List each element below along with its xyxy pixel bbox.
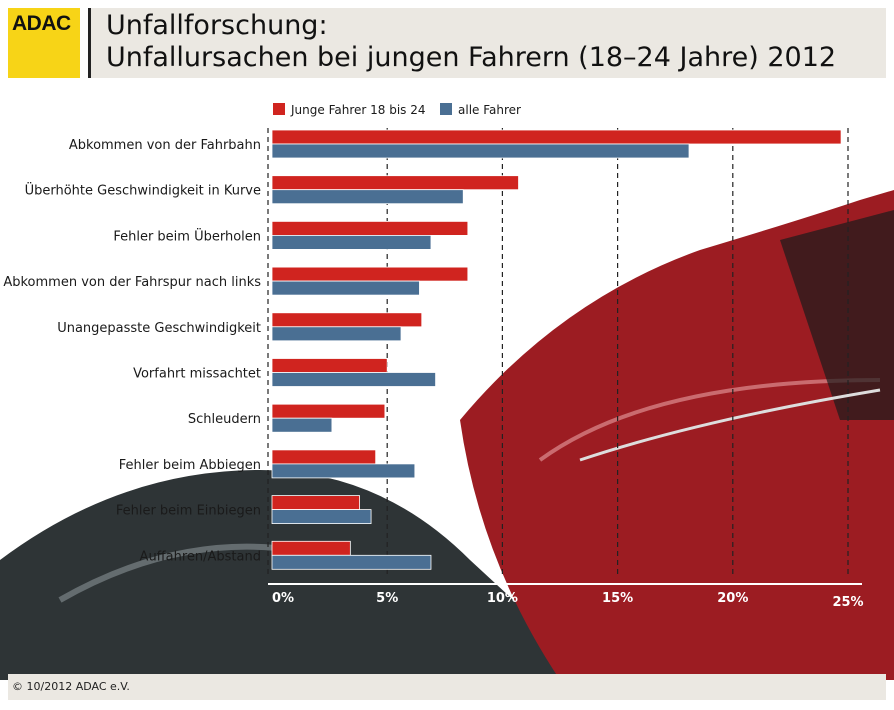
category-label: Fehler beim Einbiegen xyxy=(116,504,261,519)
bar-junge-fahrer xyxy=(271,220,469,236)
tick-label: 5% xyxy=(376,591,398,606)
legend-swatch xyxy=(273,103,285,115)
category-label: Unangepasste Geschwindigkeit xyxy=(57,321,261,336)
category-label: Schleudern xyxy=(188,412,261,427)
bar-junge-fahrer xyxy=(271,403,386,419)
title-line2: Unfallursachen bei jungen Fahrern (18–24… xyxy=(106,42,837,73)
category-label: Vorfahrt missachtet xyxy=(133,367,261,382)
category-label: Fehler beim Abbiegen xyxy=(119,458,261,473)
legend-swatch xyxy=(440,103,452,115)
bar-alle-fahrer xyxy=(271,509,372,525)
bar-alle-fahrer xyxy=(271,189,464,205)
title-line1: Unfallforschung: xyxy=(106,10,328,41)
footer: © 10/2012 ADAC e.V. xyxy=(8,674,886,700)
header-background xyxy=(90,8,886,78)
category-label: Abkommen von der Fahrspur nach links xyxy=(3,275,261,290)
category-label: Auffahren/Abstand xyxy=(140,549,261,564)
bar-junge-fahrer xyxy=(271,129,842,145)
bar-junge-fahrer xyxy=(271,449,377,465)
bar-alle-fahrer xyxy=(271,372,436,387)
logo-text: ADAC xyxy=(12,12,71,35)
header: ADAC Unfallforschung: Unfallursachen bei… xyxy=(0,0,894,86)
bar-junge-fahrer xyxy=(271,358,388,373)
bar-junge-fahrer xyxy=(271,495,360,511)
category-label: Abkommen von der Fahrbahn xyxy=(69,138,261,153)
adac-logo: ADAC xyxy=(8,8,80,78)
bar-alle-fahrer xyxy=(271,143,690,159)
copyright: © 10/2012 ADAC e.V. xyxy=(12,680,130,693)
bar-junge-fahrer xyxy=(271,540,351,556)
category-label: Überhöhte Geschwindigkeit in Kurve xyxy=(25,182,261,199)
category-label: Fehler beim Überholen xyxy=(113,227,261,244)
tick-label: 0% xyxy=(272,591,294,606)
bar-alle-fahrer xyxy=(271,234,432,250)
bar-junge-fahrer xyxy=(271,266,469,282)
bar-alle-fahrer xyxy=(271,280,420,296)
tick-label: 10% xyxy=(487,591,518,606)
bar-alle-fahrer xyxy=(271,554,432,570)
tick-label: 15% xyxy=(602,591,633,606)
legend-label: alle Fahrer xyxy=(458,103,521,117)
bar-alle-fahrer xyxy=(271,463,416,479)
tick-label: 20% xyxy=(717,591,748,606)
divider xyxy=(88,8,91,78)
legend-label: Junge Fahrer 18 bis 24 xyxy=(290,103,426,117)
bar-junge-fahrer xyxy=(271,312,423,328)
bar-junge-fahrer xyxy=(271,175,519,191)
tick-label: 25% xyxy=(832,595,863,610)
bar-alle-fahrer xyxy=(271,417,333,433)
bar-alle-fahrer xyxy=(271,326,402,342)
